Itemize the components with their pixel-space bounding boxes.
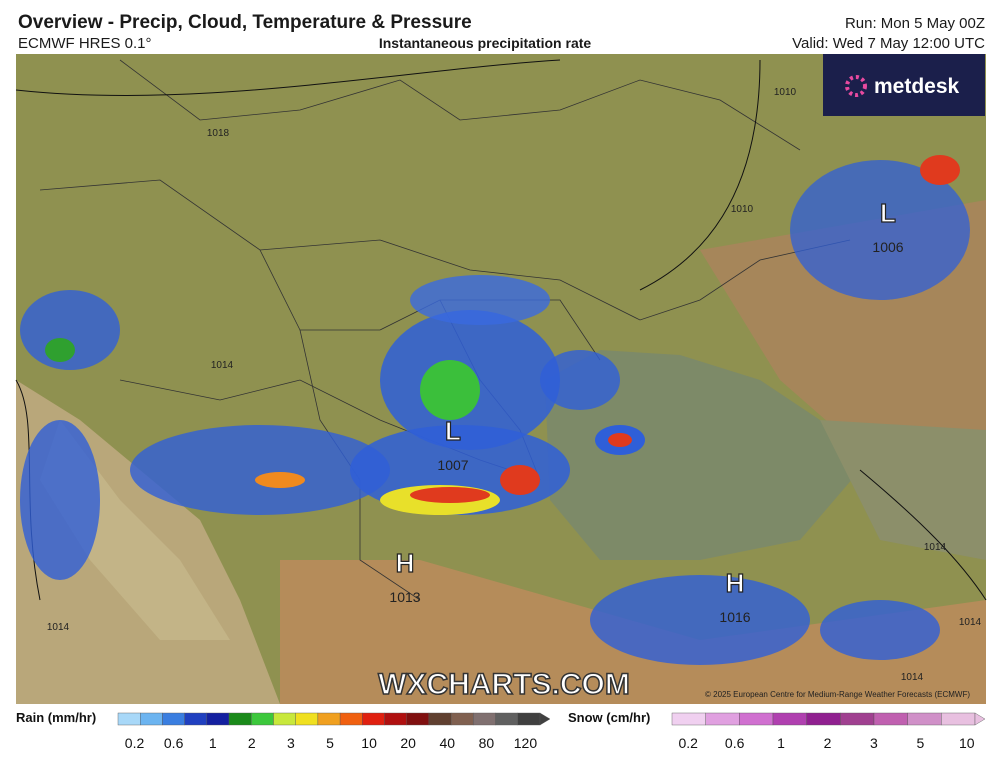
snow-color-segment bbox=[840, 712, 875, 726]
snow-color-segment bbox=[907, 712, 942, 726]
rain-color-segment bbox=[495, 712, 518, 726]
rain-color-segment bbox=[517, 712, 541, 726]
rain-color-segment bbox=[428, 712, 452, 726]
legend-tick-label: 2 bbox=[248, 735, 256, 751]
pressure-center-value: 1006 bbox=[872, 239, 903, 255]
map bbox=[15, 54, 987, 704]
pressure-center-type: L bbox=[445, 416, 461, 446]
logo-icon bbox=[845, 75, 867, 97]
rain-color-segment bbox=[273, 712, 296, 726]
pressure-center-value: 1016 bbox=[719, 609, 750, 625]
rain-color-segment-arrow bbox=[539, 712, 551, 726]
legend-tick-label: 3 bbox=[287, 735, 295, 751]
legend-tick-label: 40 bbox=[439, 735, 455, 751]
rain-color-segment bbox=[339, 712, 363, 726]
legend-tick-label: 0.2 bbox=[678, 735, 698, 751]
rain-color-segment bbox=[362, 712, 385, 726]
rain-color-segment bbox=[406, 712, 430, 726]
isobar-label: 1018 bbox=[207, 128, 230, 139]
rain-color-segment bbox=[184, 712, 208, 726]
isobar-label: 1014 bbox=[47, 622, 70, 633]
legend-tick-label: 0.2 bbox=[125, 735, 145, 751]
snow-color-segment bbox=[941, 712, 976, 726]
legend-tick-label: 1 bbox=[209, 735, 217, 751]
snow-color-segment bbox=[739, 712, 774, 726]
rain-color-segment bbox=[251, 712, 274, 726]
rain-color-segment bbox=[473, 712, 496, 726]
isobars bbox=[15, 59, 987, 601]
legend-tick-label: 80 bbox=[479, 735, 495, 751]
rain-color-segment bbox=[295, 712, 319, 726]
legend-tick-label: 1 bbox=[777, 735, 785, 751]
legend-tick-label: 120 bbox=[514, 735, 538, 751]
pressure-center-value: 1007 bbox=[437, 457, 468, 473]
snow-color-segment-arrow bbox=[974, 712, 986, 726]
isobar-label: 1010 bbox=[731, 204, 754, 215]
rain-color-segment bbox=[317, 712, 341, 726]
snow-color-segment bbox=[671, 712, 706, 726]
rain-color-segment bbox=[450, 712, 474, 726]
isobar-label: 1010 bbox=[774, 87, 797, 98]
subtitle: Instantaneous precipitation rate bbox=[379, 35, 592, 51]
pressure-center-value: 1013 bbox=[389, 589, 420, 605]
logo-box bbox=[823, 54, 985, 116]
isobar-label: 1014 bbox=[959, 617, 982, 628]
legend-tick-label: 5 bbox=[916, 735, 924, 751]
pressure-center-type: L bbox=[880, 198, 896, 228]
legend-tick-label: 10 bbox=[959, 735, 975, 751]
legend-tick-label: 0.6 bbox=[164, 735, 184, 751]
rain-color-segment bbox=[384, 712, 407, 726]
legend-tick-label: 3 bbox=[870, 735, 878, 751]
isobar-label: 1014 bbox=[211, 360, 234, 371]
rain-color-segment bbox=[228, 712, 252, 726]
pressure-center-type: H bbox=[396, 548, 415, 578]
copyright: © 2025 European Centre for Medium-Range … bbox=[705, 690, 970, 699]
snow-color-segment bbox=[806, 712, 841, 726]
rain-legend-label: Rain (mm/hr) bbox=[16, 710, 96, 725]
legend-tick-label: 10 bbox=[361, 735, 377, 751]
legend-tick-label: 0.6 bbox=[725, 735, 745, 751]
rain-color-segment bbox=[206, 712, 230, 726]
legend-tick-label: 5 bbox=[326, 735, 334, 751]
precipitation bbox=[20, 155, 970, 665]
snow-color-segment bbox=[873, 712, 908, 726]
title: Overview - Precip, Cloud, Temperature & … bbox=[18, 12, 472, 33]
model: ECMWF HRES 0.1° bbox=[18, 35, 152, 52]
snow-color-segment bbox=[772, 712, 807, 726]
rain-color-segment bbox=[140, 712, 163, 726]
valid-time: Valid: Wed 7 May 12:00 UTC bbox=[792, 35, 985, 52]
legend-tick-label: 2 bbox=[824, 735, 832, 751]
snow-color-segment bbox=[705, 712, 740, 726]
caspian-region bbox=[820, 420, 986, 560]
black-sea bbox=[545, 350, 860, 560]
pressure-center-type: H bbox=[726, 568, 745, 598]
watermark: WXCHARTS.COM bbox=[378, 668, 630, 701]
isobar-label: 1014 bbox=[901, 672, 924, 683]
rain-color-segment bbox=[117, 712, 141, 726]
run-time: Run: Mon 5 May 00Z bbox=[845, 15, 985, 32]
snow-legend-label: Snow (cm/hr) bbox=[568, 710, 650, 725]
isobar-label: 1014 bbox=[924, 542, 947, 553]
rain-color-segment bbox=[162, 712, 185, 726]
legend-tick-label: 20 bbox=[400, 735, 416, 751]
logo-text: metdesk bbox=[874, 75, 960, 98]
